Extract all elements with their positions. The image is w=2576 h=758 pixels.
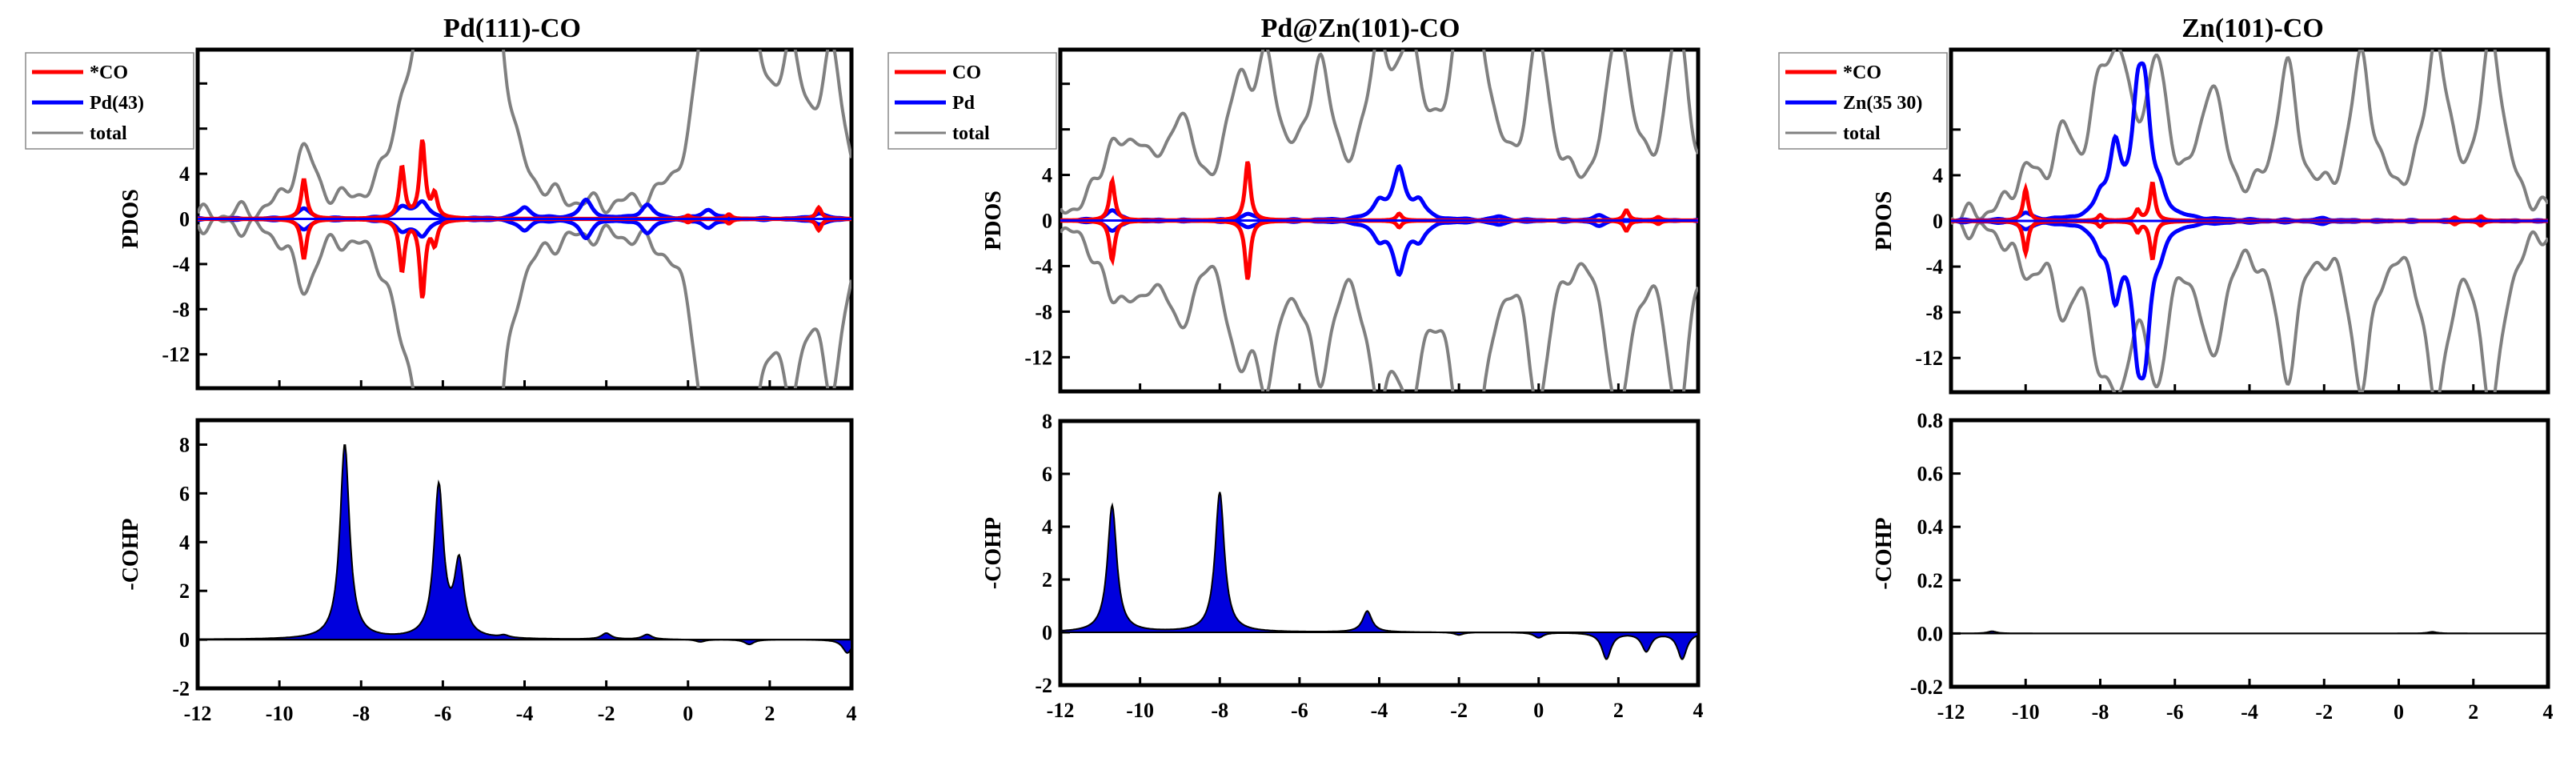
y-tick-label: 4 <box>179 162 190 186</box>
y-tick-label: -4 <box>1925 255 1943 279</box>
total-dos-line-up <box>1060 50 1698 215</box>
y-tick-label: -8 <box>172 298 190 321</box>
y-tick-label: 0.0 <box>1917 622 1944 645</box>
y-tick-label: 4 <box>1933 164 1943 187</box>
y-tick-label: -12 <box>1915 347 1943 370</box>
y-tick-label: 0.4 <box>1917 515 1944 539</box>
cohp-area <box>1060 491 1698 660</box>
panel-title: Zn(101)-CO <box>2181 14 2324 43</box>
x-tick-label: 2 <box>2468 700 2478 724</box>
y-axis-label: -COHP <box>981 517 1006 589</box>
x-tick-label: -4 <box>516 702 534 725</box>
y-tick-label: 6 <box>179 482 190 505</box>
x-tick-label: -10 <box>266 702 294 725</box>
y-tick-label: 0 <box>1933 210 1943 233</box>
y-tick-label: -4 <box>1035 255 1052 278</box>
y-axis-label: -COHP <box>118 518 143 590</box>
x-tick-label: -6 <box>1291 699 1308 722</box>
y-tick-label: 0 <box>1042 210 1052 233</box>
total-dos-line-down <box>1951 219 2548 392</box>
y-tick-label: -8 <box>1035 300 1052 323</box>
co-pdos-line-up <box>1060 161 1698 223</box>
metal-pdos-line-down <box>1951 219 2548 381</box>
x-tick-label: -6 <box>2166 700 2184 724</box>
x-tick-label: 2 <box>764 702 775 725</box>
x-tick-label: -6 <box>435 702 452 725</box>
y-tick-label: -4 <box>172 253 190 276</box>
x-tick-label: -12 <box>1937 700 1965 724</box>
x-tick-label: -8 <box>1211 699 1228 722</box>
y-tick-label: 0 <box>1042 621 1052 644</box>
y-tick-label: 2 <box>179 580 190 603</box>
y-tick-label: 0.2 <box>1917 569 1944 592</box>
x-tick-label: -12 <box>184 702 212 725</box>
x-tick-label: -10 <box>2012 700 2040 724</box>
y-tick-label: -0.2 <box>1910 676 1943 699</box>
legend-label: *CO <box>90 62 128 83</box>
y-axis-label: PDOS <box>981 191 1006 251</box>
x-tick-label: 0 <box>2394 700 2404 724</box>
x-tick-label: 4 <box>2543 700 2554 724</box>
y-tick-label: 0 <box>179 208 190 231</box>
total-dos-line-up <box>1951 50 2548 223</box>
x-tick-label: -2 <box>2315 700 2333 724</box>
y-tick-label: -8 <box>1925 301 1943 324</box>
y-tick-label: 6 <box>1042 463 1052 486</box>
legend-label: total <box>1843 123 1881 144</box>
cohp-area <box>198 444 851 654</box>
y-tick-label: 8 <box>1042 410 1052 433</box>
legend-label: CO <box>952 62 981 83</box>
y-tick-label: 8 <box>179 433 190 456</box>
y-tick-label: 2 <box>1042 568 1052 592</box>
x-tick-label: -8 <box>352 702 370 725</box>
x-tick-label: 4 <box>847 702 857 725</box>
y-tick-label: 0.6 <box>1917 463 1944 486</box>
x-tick-label: 4 <box>1693 699 1704 722</box>
x-tick-label: 0 <box>683 702 693 725</box>
legend-label: Zn(35 30) <box>1843 93 1922 114</box>
x-tick-label: 2 <box>1613 699 1624 722</box>
y-axis-label: PDOS <box>1872 191 1897 251</box>
legend-label: *CO <box>1843 62 1881 83</box>
y-tick-label: -2 <box>172 677 190 700</box>
y-axis-label: -COHP <box>1872 517 1897 589</box>
y-tick-label: -2 <box>1035 674 1052 697</box>
y-tick-label: 4 <box>1042 164 1052 187</box>
y-tick-label: 0 <box>179 628 190 652</box>
panel-title: Pd@Zn(101)-CO <box>1261 14 1460 43</box>
x-tick-label: -2 <box>1450 699 1468 722</box>
x-tick-label: -4 <box>2241 700 2258 724</box>
y-tick-label: 4 <box>179 531 190 554</box>
total-dos-line-down <box>198 217 851 388</box>
plot-frame <box>195 418 854 691</box>
legend-label: total <box>952 123 990 144</box>
y-tick-label: -12 <box>162 343 190 367</box>
x-tick-label: 0 <box>1533 699 1544 722</box>
y-tick-label: 0.8 <box>1917 409 1944 432</box>
legend-label: Pd(43) <box>90 93 144 114</box>
x-tick-label: -2 <box>598 702 615 725</box>
plot-frame <box>1949 418 2550 689</box>
x-tick-label: -10 <box>1126 699 1154 722</box>
total-dos-line-up <box>198 50 851 221</box>
legend-label: Pd <box>952 93 976 114</box>
y-tick-label: -12 <box>1024 346 1052 369</box>
co-pdos-line-down <box>1060 219 1698 280</box>
legend-label: total <box>90 123 127 144</box>
metal-pdos-line-up <box>1060 163 1698 223</box>
panel-title: Pd(111)-CO <box>443 14 581 43</box>
total-dos-line-down <box>1060 226 1698 391</box>
metal-pdos-line-down <box>1060 219 1698 278</box>
x-tick-label: -8 <box>2092 700 2109 724</box>
x-tick-label: -4 <box>1371 699 1388 722</box>
y-tick-label: 4 <box>1042 515 1052 539</box>
x-tick-label: -12 <box>1047 699 1075 722</box>
metal-pdos-line-up <box>1951 61 2548 223</box>
y-axis-label: PDOS <box>118 189 143 249</box>
